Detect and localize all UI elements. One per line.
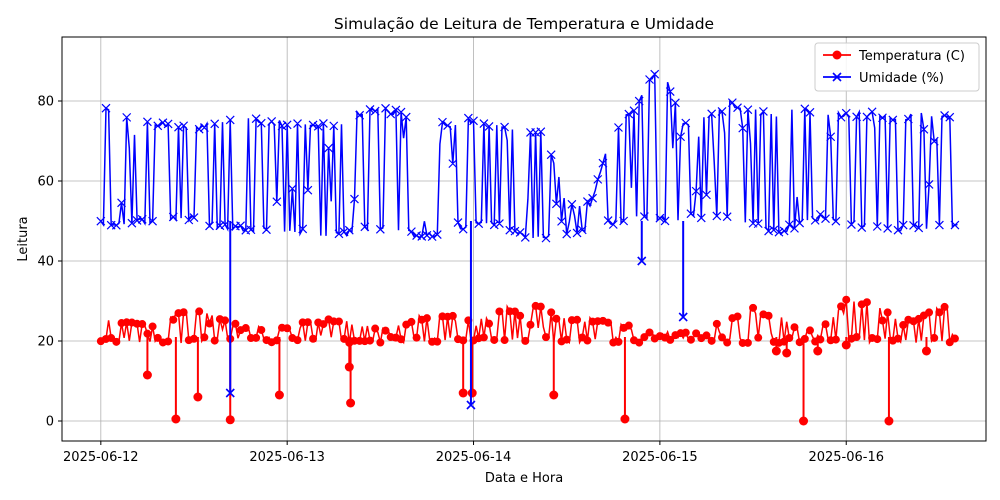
x-tick-label: 2025-06-13 [249, 450, 325, 465]
legend-temperature-label: Temperatura (C) [858, 49, 965, 64]
humidity-markers [96, 69, 960, 243]
temperature-markers [96, 295, 959, 347]
temperature-spike-point [549, 390, 559, 400]
tick-layer: 0 20 40 60 80 2025-06-12 2025-06-13 2025-06-14 2… [37, 95, 884, 466]
temperature-spike-point [225, 415, 235, 425]
temperature-spike-point [921, 346, 931, 356]
y-tick-label: 40 [37, 255, 54, 270]
temperature-spike-point [274, 390, 284, 400]
temperature-spike-point [813, 346, 823, 356]
x-tick-label: 2025-06-15 [622, 450, 698, 465]
legend-temperature-marker [832, 50, 842, 60]
plot-frame [61, 36, 987, 442]
y-tick-label: 80 [37, 95, 54, 110]
y-axis-label: Leitura [16, 216, 31, 261]
legend: Temperatura (C) Umidade (%) [814, 42, 980, 92]
temperature-spike-point [458, 388, 468, 398]
temperature-spike-point [799, 416, 809, 426]
temperature-spike-point [344, 362, 354, 372]
chart-title: Simulação de Leitura de Temperatura e Um… [334, 15, 714, 33]
x-tick-label: 2025-06-12 [63, 450, 139, 465]
temperature-spike-point [620, 414, 630, 424]
temperature-spike-point [171, 414, 181, 424]
x-axis-label: Data e Hora [485, 471, 563, 486]
temperature-spike-point [771, 346, 781, 356]
humidity-spike-point [466, 400, 476, 410]
legend-humidity-marker [832, 72, 842, 82]
temperature-spike-point [841, 340, 851, 350]
temperature-spike-point [467, 388, 477, 398]
y-tick-label: 60 [37, 175, 54, 190]
temperature-spike-point [193, 392, 203, 402]
temperature-spike-point [346, 398, 356, 408]
temperature-spike-point [142, 370, 152, 380]
humidity-series [96, 69, 960, 410]
temperature-spike-point [884, 416, 894, 426]
temperature-spike-point [782, 348, 792, 358]
y-tick-label: 0 [46, 415, 54, 430]
humidity-spike-point [225, 388, 235, 398]
x-tick-label: 2025-06-16 [808, 450, 884, 465]
x-tick-label: 2025-06-14 [436, 450, 512, 465]
legend-humidity-label: Umidade (%) [859, 71, 944, 86]
humidity-spike-point [678, 312, 688, 322]
y-tick-label: 20 [37, 335, 54, 350]
humidity-spike-point [637, 256, 647, 266]
legend-box [814, 42, 980, 92]
